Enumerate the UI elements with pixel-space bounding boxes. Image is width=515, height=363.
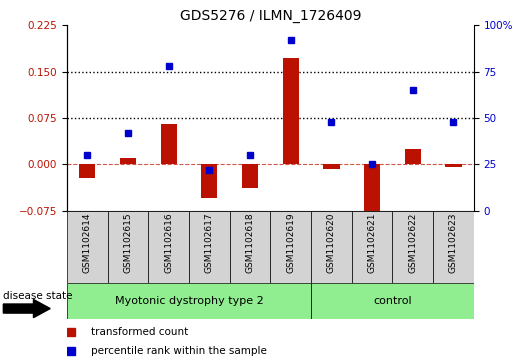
- Bar: [445, 164, 461, 167]
- Bar: [67, 211, 108, 283]
- Bar: [433, 211, 474, 283]
- FancyArrow shape: [4, 299, 50, 318]
- Text: disease state: disease state: [3, 291, 73, 301]
- Text: GSM1102614: GSM1102614: [83, 213, 92, 273]
- Bar: [67, 283, 311, 319]
- Bar: [352, 211, 392, 283]
- Text: Myotonic dystrophy type 2: Myotonic dystrophy type 2: [115, 296, 263, 306]
- Bar: [392, 211, 433, 283]
- Text: GSM1102616: GSM1102616: [164, 213, 173, 273]
- Bar: [108, 211, 148, 283]
- Bar: [161, 124, 177, 164]
- Bar: [311, 211, 352, 283]
- Title: GDS5276 / ILMN_1726409: GDS5276 / ILMN_1726409: [180, 9, 361, 23]
- Text: GSM1102620: GSM1102620: [327, 213, 336, 273]
- Bar: [201, 164, 217, 198]
- Bar: [242, 164, 258, 188]
- Bar: [148, 211, 189, 283]
- Text: GSM1102615: GSM1102615: [124, 213, 132, 273]
- Text: GSM1102619: GSM1102619: [286, 213, 295, 273]
- Text: control: control: [373, 296, 412, 306]
- Bar: [270, 211, 311, 283]
- Text: GSM1102621: GSM1102621: [368, 213, 376, 273]
- Text: GSM1102617: GSM1102617: [205, 213, 214, 273]
- Bar: [189, 211, 230, 283]
- Bar: [364, 164, 380, 211]
- Text: percentile rank within the sample: percentile rank within the sample: [91, 346, 267, 356]
- Bar: [323, 164, 339, 169]
- Text: GSM1102618: GSM1102618: [246, 213, 254, 273]
- Bar: [230, 211, 270, 283]
- Bar: [79, 164, 95, 178]
- Bar: [405, 149, 421, 164]
- Text: GSM1102622: GSM1102622: [408, 213, 417, 273]
- Text: GSM1102623: GSM1102623: [449, 213, 458, 273]
- Bar: [311, 283, 474, 319]
- Text: transformed count: transformed count: [91, 327, 188, 337]
- Bar: [283, 58, 299, 164]
- Bar: [120, 158, 136, 164]
